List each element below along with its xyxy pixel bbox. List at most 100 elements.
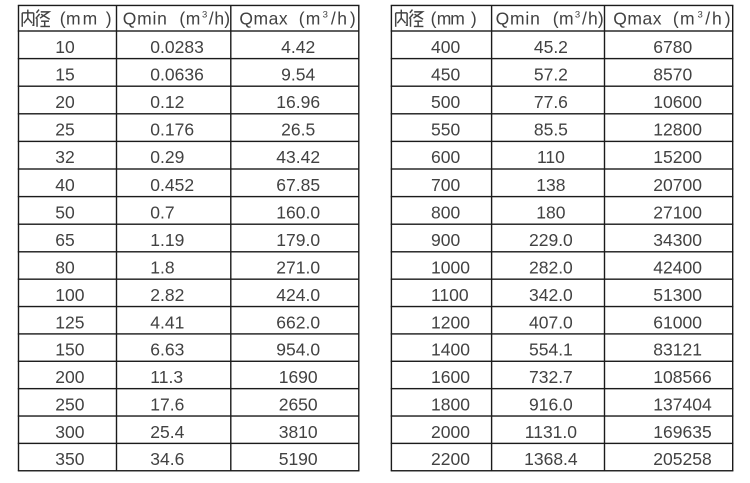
svg-text:300: 300	[55, 422, 84, 442]
svg-text:Qmin(m3/h): Qmin(m3/h)	[123, 8, 230, 28]
svg-text:85.5: 85.5	[534, 120, 568, 140]
svg-text:57.2: 57.2	[534, 64, 568, 84]
svg-text:4.42: 4.42	[281, 37, 315, 57]
svg-text:138: 138	[536, 175, 565, 195]
svg-text:0.0636: 0.0636	[150, 64, 204, 84]
svg-text:25.4: 25.4	[150, 422, 184, 442]
svg-text:10: 10	[55, 37, 75, 57]
svg-text:400: 400	[431, 37, 460, 57]
svg-text:34.6: 34.6	[150, 449, 184, 469]
svg-text:1000: 1000	[431, 258, 470, 278]
svg-text:550: 550	[431, 120, 460, 140]
svg-text:350: 350	[55, 449, 84, 469]
svg-text:700: 700	[431, 175, 460, 195]
svg-text:0.29: 0.29	[150, 147, 184, 167]
svg-text:110: 110	[537, 147, 565, 167]
svg-text:250: 250	[55, 394, 84, 414]
svg-text:42400: 42400	[653, 258, 702, 278]
svg-text:1690: 1690	[279, 367, 318, 387]
svg-text:1200: 1200	[431, 312, 470, 332]
svg-text:83121: 83121	[653, 340, 702, 360]
svg-text:554.1: 554.1	[529, 340, 573, 360]
svg-text:1131.0: 1131.0	[525, 422, 577, 442]
svg-text:954.0: 954.0	[276, 340, 320, 360]
svg-text:(mm): (mm)	[431, 8, 477, 28]
svg-text:916.0: 916.0	[529, 394, 573, 414]
svg-text:12800: 12800	[653, 120, 702, 140]
svg-text:15200: 15200	[653, 147, 702, 167]
svg-text:77.6: 77.6	[534, 92, 568, 112]
svg-text:34300: 34300	[653, 230, 702, 250]
svg-text:27100: 27100	[653, 202, 702, 222]
svg-text:61000: 61000	[653, 312, 702, 332]
svg-text:125: 125	[55, 312, 84, 332]
svg-text:600: 600	[431, 147, 460, 167]
svg-text:180: 180	[536, 202, 565, 222]
svg-text:271.0: 271.0	[276, 258, 320, 278]
svg-text:16.96: 16.96	[276, 92, 320, 112]
svg-text:32: 32	[55, 147, 74, 167]
svg-text:0.452: 0.452	[150, 175, 194, 195]
svg-text:1800: 1800	[431, 394, 470, 414]
svg-text:80: 80	[55, 258, 75, 278]
svg-text:5190: 5190	[279, 449, 318, 469]
svg-text:500: 500	[431, 92, 460, 112]
svg-text:0.176: 0.176	[150, 120, 194, 140]
svg-text:229.0: 229.0	[529, 230, 573, 250]
svg-text:Qmax(m3/h): Qmax (m 3/h)	[613, 8, 730, 28]
svg-text:(mm): (mm)	[60, 8, 112, 28]
svg-text:8570: 8570	[653, 64, 692, 84]
svg-text:26.5: 26.5	[281, 120, 315, 140]
svg-text:2.82: 2.82	[150, 285, 184, 305]
svg-text:9.54: 9.54	[281, 64, 315, 84]
svg-text:0.7: 0.7	[150, 202, 174, 222]
svg-text:20700: 20700	[653, 175, 702, 195]
svg-text:25: 25	[55, 120, 74, 140]
svg-text:6780: 6780	[653, 37, 692, 57]
svg-text:800: 800	[431, 202, 460, 222]
svg-text:3810: 3810	[279, 422, 318, 442]
svg-text:100: 100	[55, 285, 84, 305]
svg-text:40: 40	[55, 175, 75, 195]
svg-text:150: 150	[55, 340, 84, 360]
svg-text:50: 50	[55, 202, 75, 222]
svg-text:407.0: 407.0	[529, 312, 573, 332]
svg-text:2200: 2200	[431, 449, 470, 469]
svg-text:2650: 2650	[279, 394, 318, 414]
svg-text:0.12: 0.12	[150, 92, 184, 112]
svg-text:1400: 1400	[431, 340, 470, 360]
svg-text:67.85: 67.85	[276, 175, 320, 195]
svg-text:1.19: 1.19	[150, 230, 184, 250]
svg-text:0.0283: 0.0283	[150, 37, 204, 57]
svg-text:1100: 1100	[431, 285, 469, 305]
svg-text:6.63: 6.63	[150, 340, 184, 360]
svg-text:2000: 2000	[431, 422, 470, 442]
svg-text:51300: 51300	[653, 285, 702, 305]
svg-text:424.0: 424.0	[276, 285, 320, 305]
svg-text:108566: 108566	[653, 367, 711, 387]
svg-text:732.7: 732.7	[529, 367, 573, 387]
svg-text:900: 900	[431, 230, 460, 250]
svg-text:65: 65	[55, 230, 74, 250]
svg-text:1600: 1600	[431, 367, 470, 387]
svg-text:20: 20	[55, 92, 75, 112]
svg-text:43.42: 43.42	[276, 147, 320, 167]
svg-text:1368.4: 1368.4	[524, 449, 578, 469]
svg-text:1.8: 1.8	[150, 258, 174, 278]
svg-text:160.0: 160.0	[276, 202, 320, 222]
svg-text:179.0: 179.0	[276, 230, 320, 250]
svg-text:Qmax(m3/h): Qmax (m 3/h)	[239, 8, 355, 28]
svg-text:45.2: 45.2	[534, 37, 568, 57]
svg-text:137404: 137404	[653, 394, 712, 414]
svg-text:662.0: 662.0	[276, 312, 320, 332]
svg-text:15: 15	[55, 64, 74, 84]
svg-text:10600: 10600	[653, 92, 702, 112]
svg-text:169635: 169635	[653, 422, 711, 442]
svg-text:4.41: 4.41	[150, 312, 184, 332]
svg-text:200: 200	[55, 367, 84, 387]
svg-text:342.0: 342.0	[529, 285, 573, 305]
svg-text:17.6: 17.6	[150, 394, 184, 414]
svg-text:450: 450	[431, 64, 460, 84]
svg-text:205258: 205258	[653, 449, 711, 469]
svg-text:282.0: 282.0	[529, 258, 573, 278]
